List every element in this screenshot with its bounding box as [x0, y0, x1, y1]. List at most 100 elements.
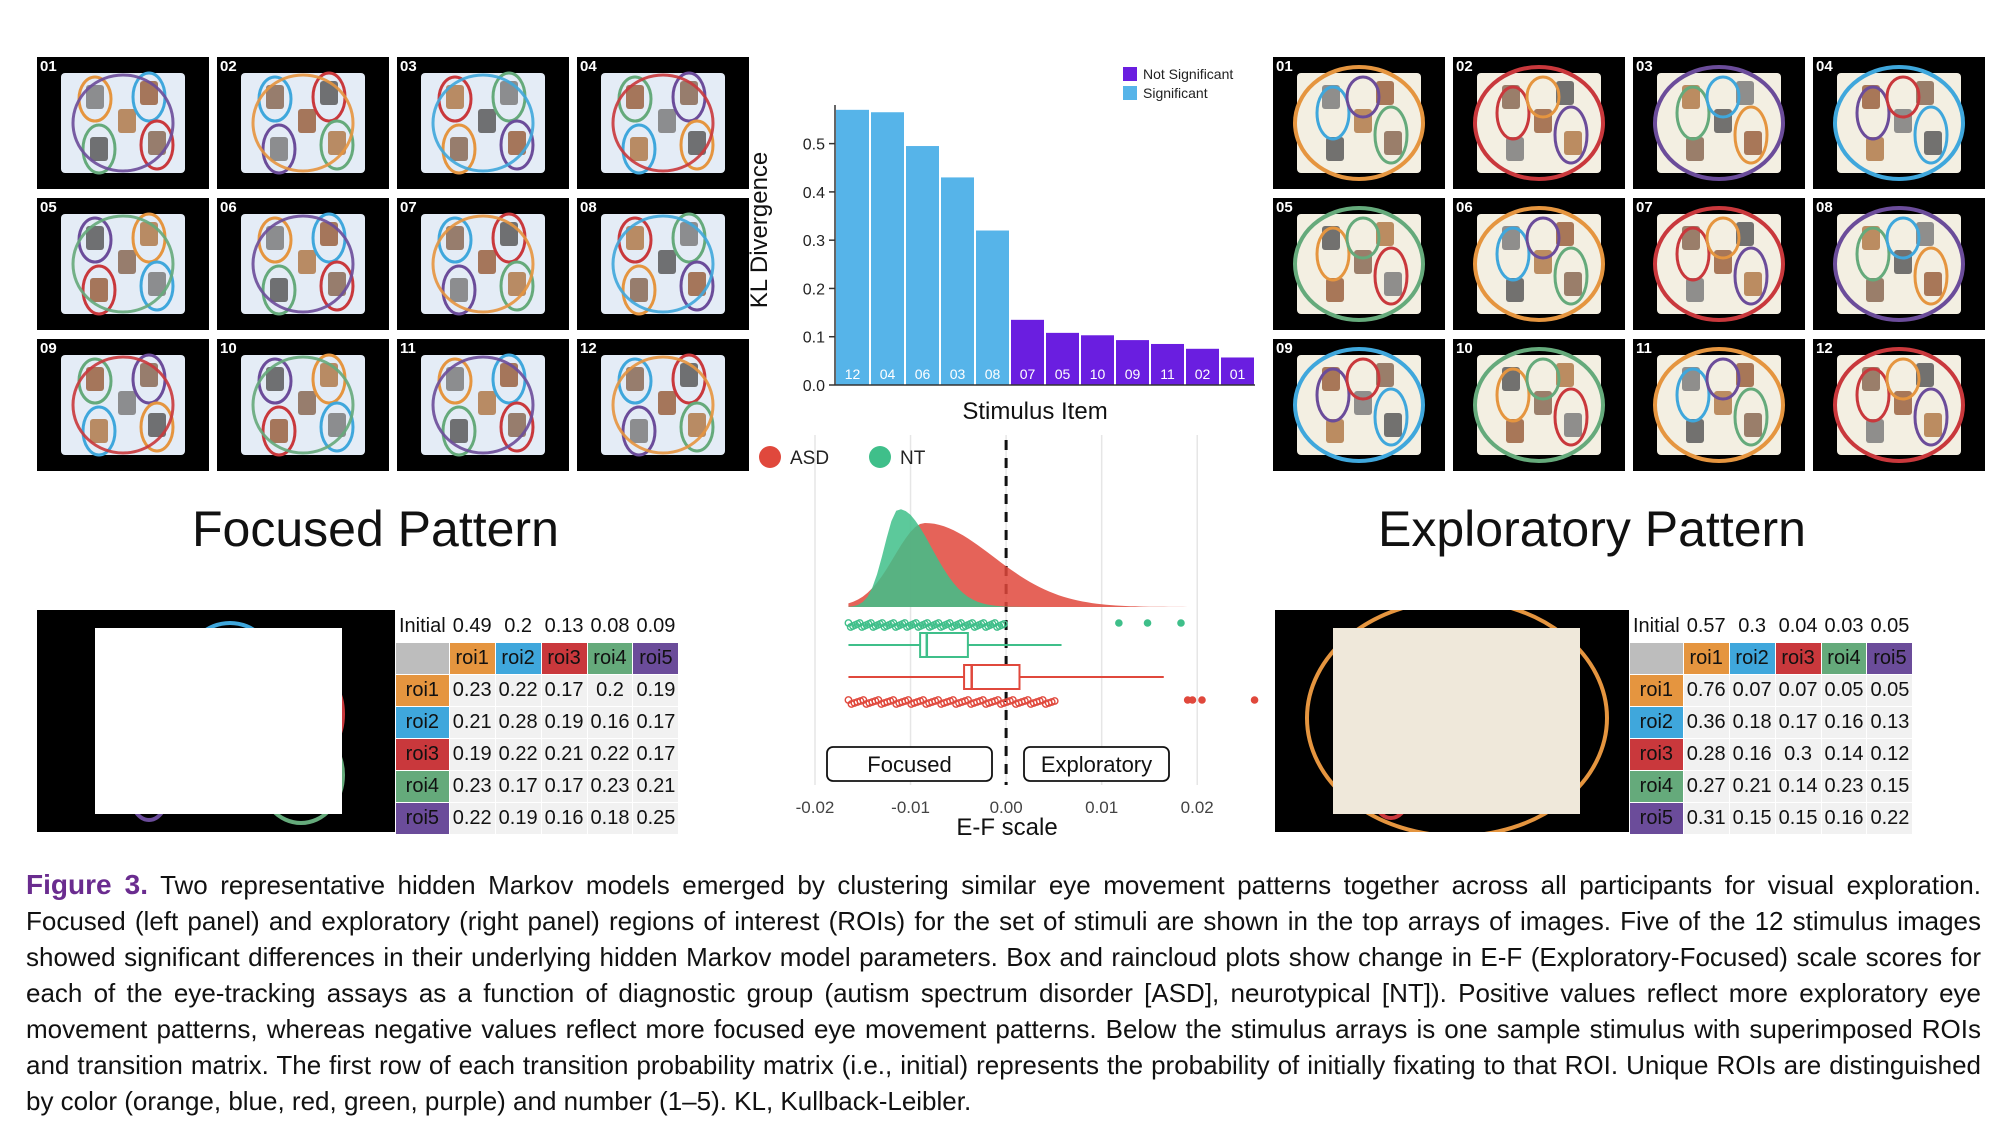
- initial-value: 0.09: [632, 610, 680, 643]
- stimulus-number: 09: [1276, 340, 1293, 357]
- kl-bar: [906, 146, 939, 385]
- stimulus-number: 07: [400, 199, 417, 216]
- stimulus-number: 12: [1816, 340, 1833, 357]
- stimulus-thumbnail: 11: [1633, 339, 1805, 471]
- stimulus-thumbnail: 05: [1273, 198, 1445, 330]
- outlier-point: [1188, 696, 1197, 704]
- data-point: [847, 700, 856, 708]
- x-tick-label: 0.00: [990, 798, 1023, 817]
- stimulus-number: 08: [580, 199, 597, 216]
- stimulus-number: 06: [1456, 199, 1473, 216]
- initial-label: Initial: [1629, 610, 1684, 643]
- cell: 0.16: [1820, 706, 1868, 739]
- legend-label: ASD: [790, 448, 829, 469]
- cell: 0.25: [632, 802, 680, 835]
- header-roi3: roi3: [1774, 642, 1822, 675]
- row-label: roi5: [395, 802, 450, 835]
- data-point: [994, 696, 1002, 704]
- kl-bar: [1116, 340, 1149, 385]
- row-label: roi1: [1629, 674, 1684, 707]
- x-tick-label: 0.01: [1085, 798, 1118, 817]
- box-iqr: [919, 632, 969, 658]
- cell: 0.14: [1774, 770, 1822, 803]
- stimulus-number: 02: [220, 58, 237, 75]
- data-point: [930, 621, 938, 629]
- row-label: roi1: [395, 674, 450, 707]
- data-point: [959, 623, 968, 631]
- stimulus-number: 06: [220, 199, 237, 216]
- kl-bar: [836, 109, 869, 386]
- cell: 0.17: [632, 738, 680, 771]
- cell: 0.16: [1728, 738, 1776, 771]
- data-point: [931, 697, 940, 705]
- cell: 0.23: [586, 770, 634, 803]
- data-point: [909, 620, 918, 628]
- data-point: [903, 623, 911, 631]
- stimulus-number: 04: [580, 58, 597, 75]
- corner-cell: [395, 642, 450, 675]
- cell: 0.22: [586, 738, 634, 771]
- cell: 0.22: [494, 738, 542, 771]
- cell: 0.07: [1728, 674, 1776, 707]
- header-roi2: roi2: [494, 642, 542, 675]
- row-label: roi4: [1629, 770, 1684, 803]
- cell: 0.23: [1820, 770, 1868, 803]
- stimulus-number: 10: [220, 340, 237, 357]
- data-point: [948, 623, 956, 631]
- data-point: [859, 696, 868, 704]
- header-roi2: roi2: [1728, 642, 1776, 675]
- cell: 0.27: [1682, 770, 1730, 803]
- data-point: [966, 620, 974, 628]
- header-roi4: roi4: [1820, 642, 1868, 675]
- stimulus-thumbnail: 10: [1453, 339, 1625, 471]
- initial-label: Initial: [395, 610, 450, 643]
- outlier-point: [1250, 696, 1259, 704]
- stimulus-number: 05: [1276, 199, 1293, 216]
- box-iqr: [963, 664, 1021, 690]
- y-tick-label: 0.1: [803, 330, 825, 347]
- bar-category-label: 02: [1195, 366, 1211, 382]
- focused-stimulus-grid: 01 02 03 04 05 06 07 08 09 10 11 12: [37, 57, 749, 471]
- initial-value: 0.57: [1682, 610, 1730, 643]
- cell: 0.13: [1866, 706, 1914, 739]
- exploratory-pattern-title: Exploratory Pattern: [1378, 501, 1806, 557]
- cell: 0.17: [632, 706, 680, 739]
- stimulus-thumbnail: 07: [1633, 198, 1805, 330]
- kl-bar: [1011, 319, 1044, 385]
- stimulus-number: 09: [40, 340, 57, 357]
- row-label: roi5: [1629, 802, 1684, 835]
- x-tick-label: -0.02: [796, 798, 835, 817]
- cell: 0.05: [1820, 674, 1868, 707]
- cell: 0.21: [1728, 770, 1776, 803]
- stimulus-thumbnail: 11: [397, 339, 569, 471]
- cell: 0.18: [1728, 706, 1776, 739]
- data-point: [984, 622, 992, 630]
- stimulus-number: 11: [1636, 340, 1652, 357]
- y-tick-label: 0.4: [803, 185, 825, 202]
- cell: 0.17: [494, 770, 542, 803]
- header-roi3: roi3: [540, 642, 588, 675]
- bar-category-label: 03: [950, 366, 966, 382]
- data-point: [982, 700, 990, 708]
- stimulus-number: 04: [1816, 58, 1833, 75]
- data-point: [993, 623, 1002, 631]
- stimulus-thumbnail: 07: [397, 198, 569, 330]
- data-point: [957, 619, 965, 627]
- data-point: [1017, 698, 1026, 706]
- stimulus-thumbnail: 12: [577, 339, 749, 471]
- ef-scale-raincloud-plot: ASD NT Focused Exploratory -0.02 -0.01 0.00 0…: [759, 435, 1259, 841]
- bar-category-label: 08: [985, 366, 1001, 382]
- initial-value: 0.49: [448, 610, 496, 643]
- bar-category-label: 05: [1055, 366, 1071, 382]
- annotation-label: Exploratory: [1041, 752, 1152, 777]
- data-point: [900, 619, 909, 627]
- kl-bar: [1081, 335, 1114, 385]
- stimulus-thumbnail: 10: [217, 339, 389, 471]
- row-label: roi3: [395, 738, 450, 771]
- data-point: [891, 623, 900, 631]
- data-point: [943, 698, 951, 706]
- data-point: [873, 621, 882, 629]
- cell: 0.12: [1866, 738, 1914, 771]
- cell: 0.2: [586, 674, 634, 707]
- data-point: [1005, 697, 1014, 705]
